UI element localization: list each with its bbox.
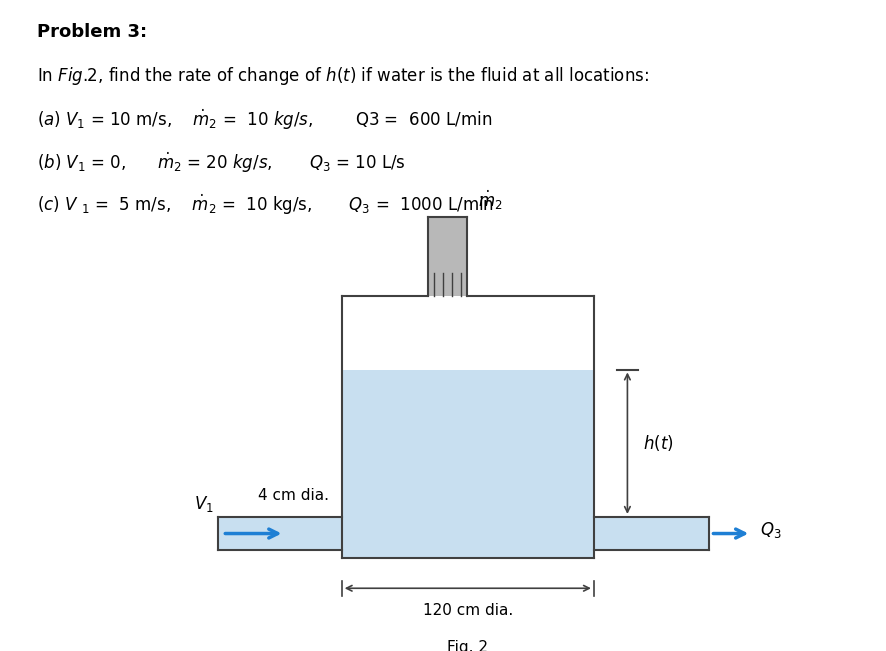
Text: Fig. 2: Fig. 2 [447, 640, 488, 651]
Text: $\dot{m}_2$: $\dot{m}_2$ [478, 189, 501, 212]
Text: $h(t)$: $h(t)$ [642, 433, 673, 453]
Text: $(a)$ $V_1$ = 10 m/s,    $\dot{m}_2$ =  10 $kg/s$,        Q3 =  600 L/min: $(a)$ $V_1$ = 10 m/s, $\dot{m}_2$ = 10 $… [36, 108, 492, 132]
Text: $(b)$ $V_1$ = 0,      $\dot{m}_2$ = 20 $kg/s$,       $Q_3$ = 10 L/s: $(b)$ $V_1$ = 0, $\dot{m}_2$ = 20 $kg/s$… [36, 150, 405, 174]
Text: 4 cm dia.: 4 cm dia. [257, 488, 328, 503]
Text: $Q_3$: $Q_3$ [759, 521, 781, 540]
Text: $V_1$: $V_1$ [194, 494, 214, 514]
Bar [593, 517, 708, 550]
Text: $(c)$ $V$ $_1$ =  5 m/s,    $\dot{m}_2$ =  10 kg/s,       $Q_3$ =  1000 L/min: $(c)$ $V$ $_1$ = 5 m/s, $\dot{m}_2$ = 10… [36, 193, 494, 217]
Text: In $\mathit{Fig}$.2, find the rate of change of $h(t)$ if water is the fluid at : In $\mathit{Fig}$.2, find the rate of ch… [36, 65, 648, 87]
Text: 120 cm dia.: 120 cm dia. [423, 603, 512, 618]
Text: Problem 3:: Problem 3: [36, 23, 147, 40]
Bar [218, 517, 341, 550]
Bar [428, 217, 467, 296]
Bar [341, 370, 593, 558]
